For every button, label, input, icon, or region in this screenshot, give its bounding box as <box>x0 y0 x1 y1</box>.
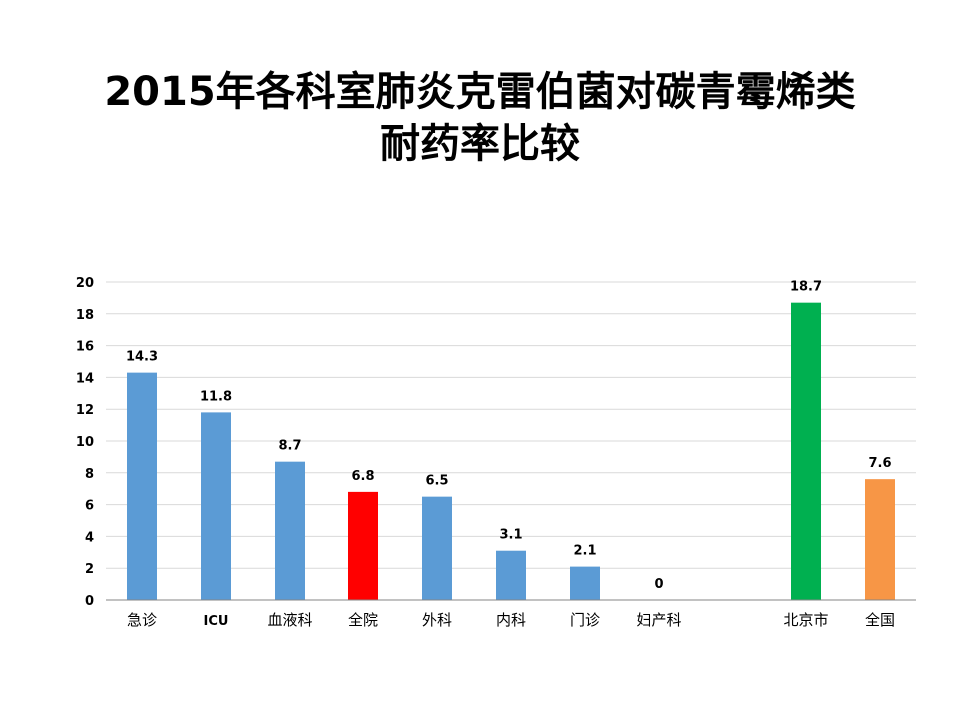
y-tick-label-6: 6 <box>85 499 94 514</box>
slide-title-line-2: 耐药率比较 <box>380 121 580 167</box>
x-tick-label-内科: 内科 <box>496 611 526 629</box>
bar-门诊 <box>570 566 600 600</box>
data-label-内科: 3.1 <box>499 528 522 543</box>
x-tick-label-北京市: 北京市 <box>783 611 828 629</box>
x-tick-label-全国: 全国 <box>865 611 895 629</box>
data-label-外科: 6.5 <box>425 474 448 489</box>
data-label-北京市: 18.7 <box>790 280 822 295</box>
y-tick-label-4: 4 <box>85 530 94 545</box>
bar-血液科 <box>275 461 305 600</box>
data-label-急诊: 14.3 <box>126 350 158 365</box>
slide-title-line-1: 2015年各科室肺炎克雷伯菌对碳青霉烯类 <box>104 69 856 115</box>
x-tick-label-妇产科: 妇产科 <box>636 611 681 629</box>
y-tick-label-14: 14 <box>76 371 94 386</box>
bar-北京市 <box>791 302 821 600</box>
y-tick-label-20: 20 <box>76 276 94 291</box>
data-label-妇产科: 0 <box>654 577 663 592</box>
data-label-全国: 7.6 <box>868 456 891 471</box>
slide-title: 2015年各科室肺炎克雷伯菌对碳青霉烯类 耐药率比较 <box>0 66 960 170</box>
y-tick-label-12: 12 <box>76 403 94 418</box>
data-label-ICU: 11.8 <box>200 389 232 404</box>
data-label-全院: 6.8 <box>351 469 374 484</box>
bar-急诊 <box>127 372 157 600</box>
bar-外科 <box>422 496 452 600</box>
x-tick-label-急诊: 急诊 <box>127 611 157 629</box>
x-tick-label-全院: 全院 <box>348 611 378 629</box>
bar-全院 <box>348 491 378 600</box>
bar-全国 <box>865 479 895 600</box>
x-tick-label-血液科: 血液科 <box>267 611 312 629</box>
data-label-血液科: 8.7 <box>278 439 301 454</box>
y-tick-label-10: 10 <box>76 435 94 450</box>
x-tick-label-ICU: ICU <box>204 614 229 629</box>
y-tick-label-2: 2 <box>85 562 94 577</box>
y-tick-label-8: 8 <box>85 467 94 482</box>
x-tick-label-外科: 外科 <box>422 611 452 629</box>
bar-ICU <box>201 412 231 600</box>
bar-内科 <box>496 550 526 600</box>
x-tick-label-门诊: 门诊 <box>570 611 600 629</box>
y-tick-label-16: 16 <box>76 340 94 355</box>
y-tick-label-18: 18 <box>76 308 94 323</box>
data-label-门诊: 2.1 <box>573 544 596 559</box>
y-tick-label-0: 0 <box>85 594 94 609</box>
